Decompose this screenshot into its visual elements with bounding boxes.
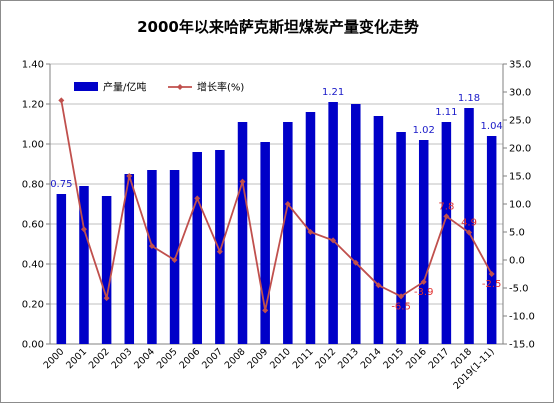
growth-point [466,229,473,236]
y-right-tick-label: 20.0 [509,144,531,155]
growth-point [375,282,382,289]
growth-line [60,100,493,311]
growth-data-label: -2.5 [482,279,502,290]
bar [351,104,361,344]
bar [283,122,293,344]
bar [237,122,248,344]
y-left-tick-label: 0.60 [22,220,44,231]
growth-point [398,293,405,300]
bar [486,136,497,344]
growth-point [330,237,337,244]
bar [192,152,202,344]
y-right-tick-label: -15.0 [509,340,535,351]
growth-data-label: -6.5 [391,301,411,312]
growth-point [443,213,450,220]
legend-swatch-marker [177,84,183,90]
y-left-tick-label: 0.40 [22,260,44,271]
bar [56,194,67,344]
x-tick-label: 2010 [268,346,293,371]
growth-data-label: 4.9 [461,218,477,229]
growth-point [284,201,291,207]
growth-point [194,195,201,202]
y-right-tick-label: 0.0 [509,256,525,267]
x-tick-label: 2014 [359,346,384,371]
legend-label-line: 增长率(%) [197,81,244,94]
growth-point [216,248,223,255]
chart-title: 2000年以来哈萨克斯坦煤炭产量变化走势 [137,18,419,36]
growth-point [488,271,495,277]
bar [305,112,316,344]
x-tick-label: 2002 [87,346,112,371]
x-tick-label: 2006 [177,346,202,371]
growth-point [262,307,269,314]
growth-data-label: 7.8 [438,201,454,212]
y-right-tick-label: 15.0 [509,172,531,183]
x-tick-label: 2001 [64,346,89,371]
growth-data-label: -3.9 [414,287,434,298]
x-tick-label: 2000 [42,346,67,371]
bar [260,142,270,344]
bar [147,170,157,344]
x-tick-label: 2013 [336,346,361,371]
growth-point [307,229,314,235]
x-tick-label: 2016 [404,346,429,371]
growth-point [420,278,427,285]
y-right-tick-label: 25.0 [509,116,531,127]
x-tick-label: 2017 [427,346,452,371]
x-tick-label: 2003 [110,346,135,371]
y-left-tick-label: 0.80 [22,180,44,191]
x-tick-label: 2005 [155,346,180,371]
y-left-tick-label: 1.20 [22,100,44,111]
x-tick-label: 2009 [245,346,270,371]
x-tick-label: 2004 [132,346,157,371]
growth-point [58,97,65,104]
y-right-tick-label: 5.0 [509,228,525,239]
x-tick-label: 2011 [291,346,316,371]
bar [396,132,406,344]
y-right-tick-label: 10.0 [509,200,531,211]
bar [101,196,112,344]
bar [464,108,474,344]
growth-point [126,173,133,179]
bar-data-label: 1.21 [322,87,344,98]
legend-label-bar: 产量/亿吨 [103,81,146,94]
x-tick-label: 2008 [223,346,248,371]
x-tick-label: 2015 [381,346,406,371]
growth-point [171,257,178,263]
bar [79,186,89,344]
bar [418,140,429,344]
y-right-tick-label: 30.0 [509,88,531,99]
y-right-tick-label: -10.0 [509,312,535,323]
bar [124,174,135,344]
bar-data-label: 1.04 [481,121,503,132]
bar-data-label: 1.02 [413,125,435,136]
growth-point [103,295,110,302]
y-left-tick-label: 1.40 [22,60,44,71]
y-left-tick-label: 0.00 [22,340,44,351]
bar [328,102,338,344]
growth-point [352,259,359,266]
growth-point [239,178,246,185]
x-tick-label: 2007 [200,346,225,371]
y-right-tick-label: -5.0 [509,284,529,295]
bar-data-label: 1.11 [435,107,457,118]
legend-swatch-bar [74,82,98,91]
bar-data-label: 1.18 [458,93,480,104]
bar [373,116,384,344]
growth-point [148,243,155,249]
x-tick-label: 2012 [313,346,338,371]
bar [441,122,452,344]
growth-point [80,226,87,233]
bar-data-label: 0.75 [50,179,72,190]
y-left-tick-label: 1.00 [22,140,44,151]
y-left-tick-label: 0.20 [22,300,44,311]
bar [215,150,225,344]
y-right-tick-label: 35.0 [509,60,531,71]
